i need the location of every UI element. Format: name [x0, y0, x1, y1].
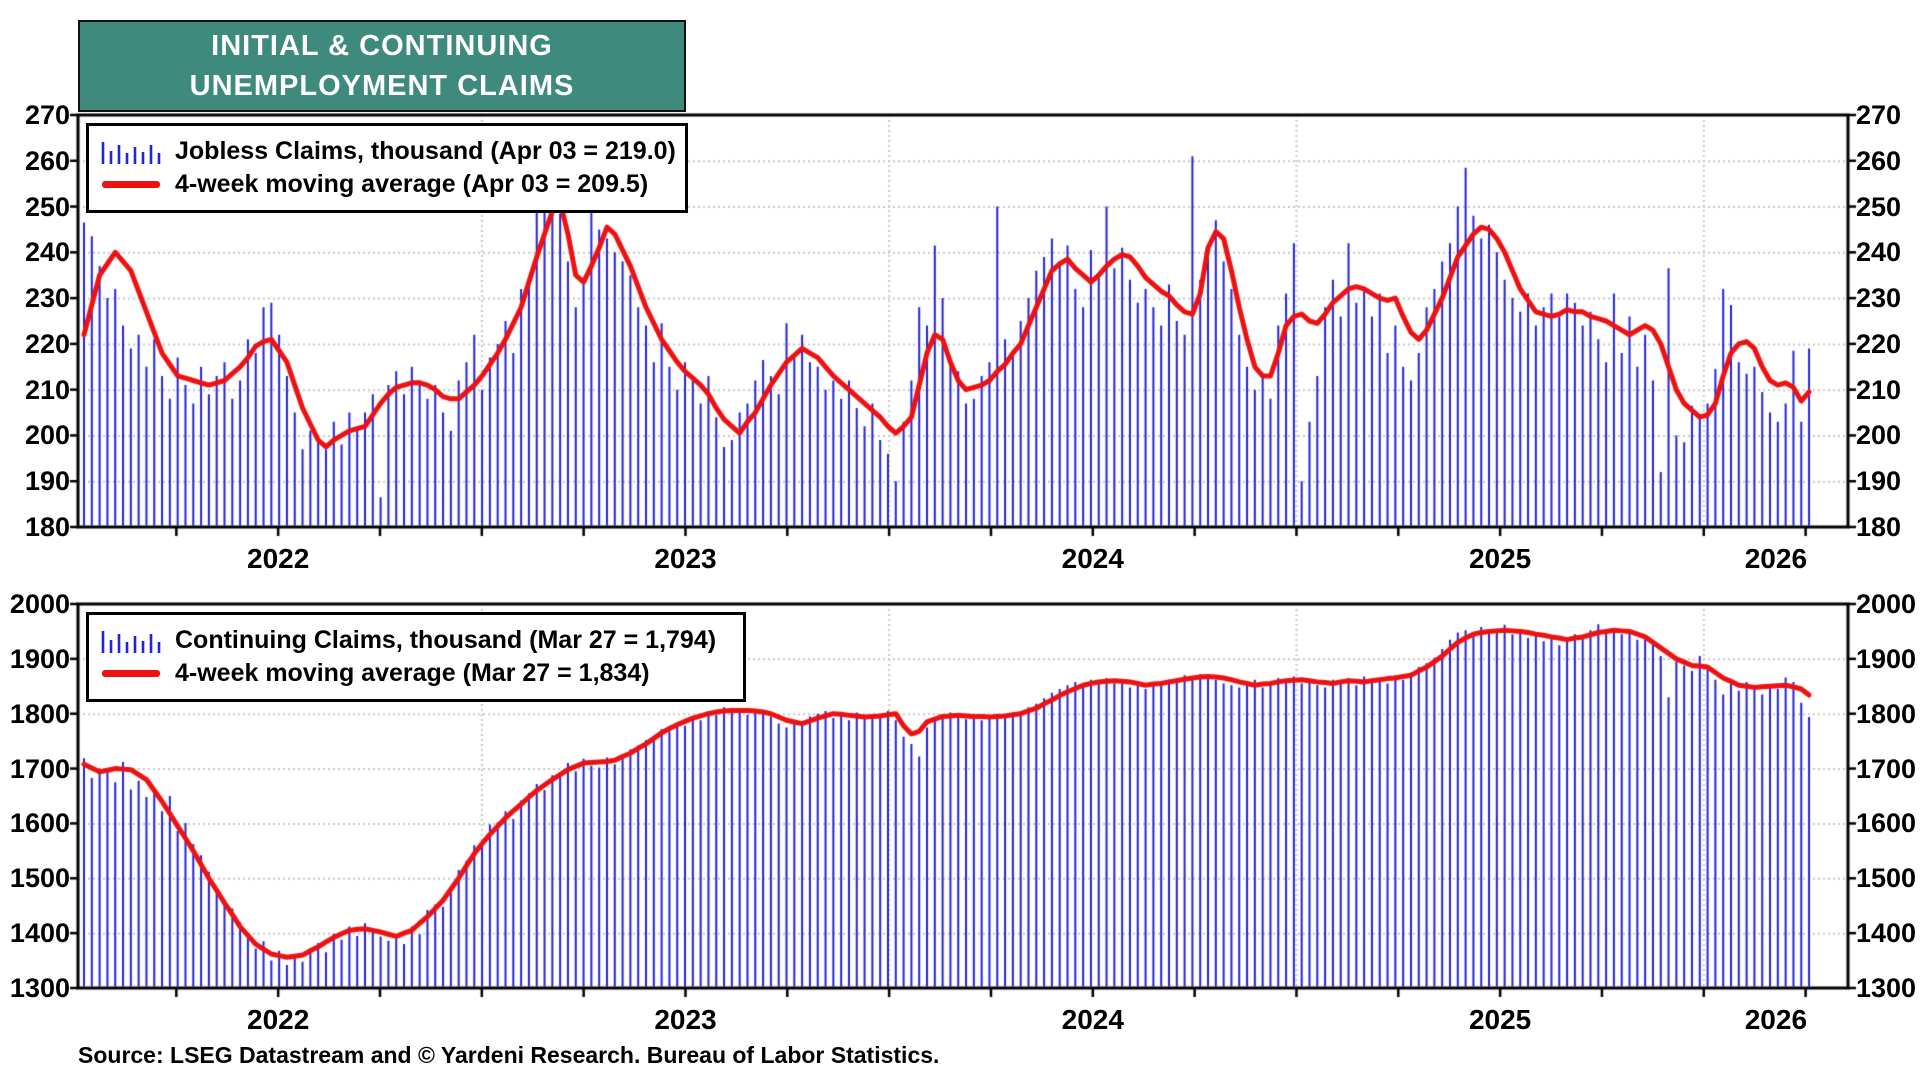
- y-tick-label: 240: [1856, 237, 1902, 268]
- legend-label-jobless-claims: Jobless Claims, thousand (Apr 03 = 219.0…: [175, 137, 676, 165]
- y-tick-label: 190: [24, 466, 70, 497]
- x-year-label: 2023: [654, 543, 717, 574]
- y-tick-label: 260: [1856, 145, 1902, 176]
- x-year-label: 2024: [1061, 543, 1124, 574]
- chart-title-line2: UNEMPLOYMENT CLAIMS: [189, 70, 575, 102]
- y-tick-label: 250: [24, 191, 70, 222]
- chart-title-line1: INITIAL & CONTINUING: [211, 30, 553, 62]
- y-tick-label: 1300: [9, 973, 70, 1003]
- y-tick-label: 1800: [9, 698, 70, 729]
- x-year-label: 2023: [654, 1004, 717, 1035]
- y-tick-label: 220: [24, 328, 70, 359]
- x-year-label: 2022: [247, 1004, 310, 1035]
- y-tick-label: 270: [1856, 100, 1902, 130]
- legend-continuing-claims: Continuing Claims, thousand (Mar 27 = 1,…: [86, 612, 746, 702]
- y-tick-label: 200: [1856, 420, 1902, 451]
- y-tick-label: 250: [1856, 191, 1902, 222]
- y-tick-label: 2000: [9, 589, 70, 619]
- y-tick-label: 1400: [9, 918, 70, 949]
- y-tick-label: 2000: [1856, 589, 1917, 619]
- legend-label-moving-average-bottom: 4-week moving average (Mar 27 = 1,834): [175, 659, 650, 687]
- y-tick-label: 1400: [1856, 918, 1917, 949]
- y-tick-label: 1600: [1856, 808, 1917, 839]
- legend-label-continuing-claims: Continuing Claims, thousand (Mar 27 = 1,…: [175, 626, 717, 654]
- y-tick-label: 210: [24, 374, 70, 405]
- x-year-label: 2024: [1061, 1004, 1124, 1035]
- red-line-icon: [99, 181, 163, 188]
- source-note: Source: LSEG Datastream and © Yardeni Re…: [78, 1042, 940, 1068]
- y-tick-label: 180: [1856, 512, 1902, 542]
- x-year-label: 2022: [247, 543, 310, 574]
- y-tick-label: 1500: [1856, 863, 1917, 894]
- y-tick-label: 1500: [9, 863, 70, 894]
- y-tick-label: 1700: [1856, 753, 1917, 784]
- x-year-label: 2026: [1744, 543, 1808, 574]
- legend-row-moving-average-top: 4-week moving average (Apr 03 = 209.5): [99, 170, 671, 199]
- y-tick-label: 220: [1856, 328, 1902, 359]
- x-year-label: 2025: [1468, 543, 1532, 574]
- y-tick-label: 230: [24, 283, 70, 314]
- legend-label-moving-average-top: 4-week moving average (Apr 03 = 209.5): [175, 170, 649, 198]
- legend-row-continuing-claims: Continuing Claims, thousand (Mar 27 = 1,…: [99, 626, 729, 655]
- x-year-label: 2026: [1744, 1004, 1808, 1035]
- y-tick-label: 1900: [1856, 643, 1917, 674]
- y-tick-label: 260: [24, 145, 70, 176]
- y-tick-label: 200: [24, 420, 70, 451]
- y-tick-label: 270: [24, 100, 70, 130]
- chart-title: INITIAL & CONTINUING UNEMPLOYMENT CLAIMS: [78, 20, 686, 112]
- red-line-icon: [99, 670, 163, 677]
- y-tick-label: 1600: [9, 808, 70, 839]
- y-tick-label: 1700: [9, 753, 70, 784]
- legend-row-jobless-claims: Jobless Claims, thousand (Apr 03 = 219.0…: [99, 137, 676, 166]
- blue-bars-icon: [99, 628, 163, 654]
- y-tick-label: 190: [1856, 466, 1902, 497]
- y-tick-label: 1800: [1856, 698, 1917, 729]
- blue-bars-icon: [99, 139, 163, 165]
- y-tick-label: 1900: [9, 643, 70, 674]
- y-tick-label: 1300: [1856, 973, 1917, 1003]
- y-tick-label: 180: [24, 512, 70, 542]
- legend-initial-claims: Jobless Claims, thousand (Apr 03 = 219.0…: [86, 123, 688, 213]
- y-tick-label: 210: [1856, 374, 1902, 405]
- x-year-label: 2025: [1468, 1004, 1532, 1035]
- y-tick-label: 230: [1856, 283, 1902, 314]
- y-tick-label: 240: [24, 237, 70, 268]
- legend-row-moving-average-bottom: 4-week moving average (Mar 27 = 1,834): [99, 659, 729, 688]
